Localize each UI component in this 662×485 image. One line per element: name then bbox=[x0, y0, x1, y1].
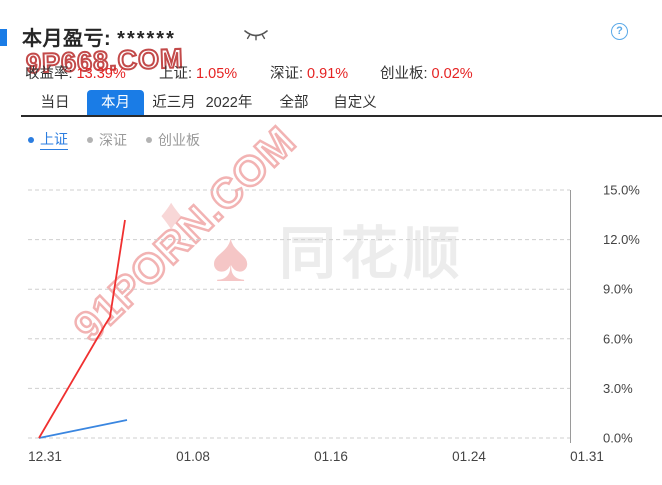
legend-label: 上证 bbox=[40, 129, 68, 150]
stat-shanghai: 上证: 1.05% bbox=[159, 62, 237, 83]
title-accent-bar bbox=[0, 29, 7, 46]
chart-legend: 上证 深证 创业板 bbox=[28, 129, 200, 150]
gridlines bbox=[28, 189, 570, 439]
y-axis-labels: 15.0% 12.0% 9.0% 6.0% 3.0% 0.0% bbox=[603, 183, 640, 446]
legend-item-chinext[interactable]: 创业板 bbox=[146, 129, 200, 150]
masked-amount: ****** bbox=[117, 28, 176, 50]
y-tick: 0.0% bbox=[603, 431, 633, 446]
ths-brand-watermark: 同花顺 bbox=[279, 222, 465, 286]
tab-all[interactable]: 全部 bbox=[279, 95, 309, 111]
y-tick: 3.0% bbox=[603, 381, 633, 396]
page-title-label: 本月盈亏: bbox=[22, 28, 112, 50]
y-tick: 12.0% bbox=[603, 232, 640, 247]
stat-shenzhen: 深证: 0.91% bbox=[270, 62, 348, 83]
x-tick: 01.08 bbox=[176, 449, 210, 464]
return-rate-line bbox=[38, 219, 126, 439]
legend-label: 创业板 bbox=[158, 131, 200, 148]
x-axis-labels: 12.31 01.08 01.16 01.24 01.31 bbox=[28, 449, 604, 464]
x-tick: 01.24 bbox=[452, 449, 486, 464]
legend-dot bbox=[146, 136, 152, 143]
diamond-suit-icon: ♦ bbox=[160, 190, 183, 239]
tab-this-month[interactable]: 本月 bbox=[87, 90, 144, 117]
tab-year-2022[interactable]: 2022年 bbox=[205, 95, 253, 111]
x-tick: 01.31 bbox=[570, 449, 604, 464]
x-tick: 01.16 bbox=[314, 449, 348, 464]
legend-dot bbox=[28, 136, 34, 143]
y-tick: 9.0% bbox=[603, 282, 633, 297]
tab-today[interactable]: 当日 bbox=[40, 95, 70, 111]
stat-value: 0.91% bbox=[307, 66, 349, 82]
x-tick: 12.31 bbox=[28, 449, 62, 464]
tabs-underline bbox=[21, 115, 662, 117]
legend-item-shenzhen[interactable]: 深证 bbox=[87, 129, 127, 150]
stat-value: 0.02% bbox=[431, 66, 473, 82]
stat-label: 创业板: bbox=[380, 66, 428, 82]
legend-label: 深证 bbox=[99, 131, 127, 148]
stat-return-rate: 收益率: 13.39% bbox=[25, 62, 126, 83]
shanghai-index-line bbox=[38, 419, 128, 439]
tab-last-3-months[interactable]: 近三月 bbox=[152, 95, 196, 111]
return-line-chart: 15.0% 12.0% 9.0% 6.0% 3.0% 0.0% 12.31 01… bbox=[28, 183, 640, 464]
stat-chinext: 创业板: 0.02% bbox=[380, 62, 473, 83]
y-tick: 15.0% bbox=[603, 183, 640, 198]
help-icon[interactable]: ? bbox=[611, 23, 628, 40]
eye-closed-icon[interactable] bbox=[243, 27, 269, 43]
stat-label: 深证: bbox=[270, 66, 304, 82]
stat-value: 13.39% bbox=[76, 66, 126, 82]
spade-suit-icon: ♠ bbox=[212, 218, 250, 296]
page-title: 本月盈亏: ****** bbox=[22, 22, 176, 51]
stat-label: 上证: bbox=[159, 66, 193, 82]
y-tick: 6.0% bbox=[603, 331, 633, 346]
legend-item-shanghai[interactable]: 上证 bbox=[28, 129, 68, 150]
legend-dot bbox=[87, 136, 93, 143]
stat-label: 收益率: bbox=[25, 66, 73, 82]
stat-value: 1.05% bbox=[196, 66, 238, 82]
tab-custom[interactable]: 自定义 bbox=[333, 95, 377, 111]
